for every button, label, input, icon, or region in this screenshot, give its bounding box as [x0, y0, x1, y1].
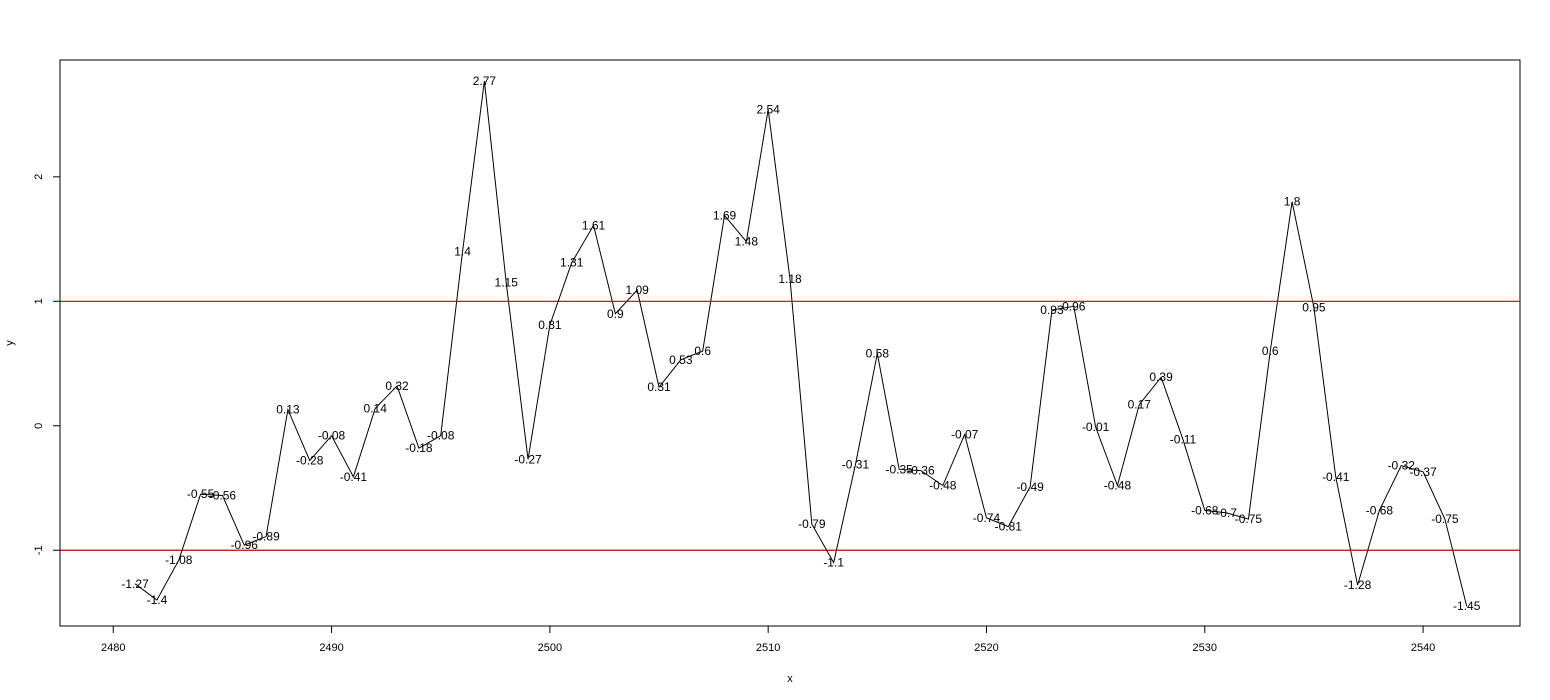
data-label: -0.48 [929, 479, 957, 493]
data-label: 0.13 [276, 403, 300, 417]
data-label: -0.07 [951, 427, 979, 441]
y-tick-label: 1 [33, 298, 45, 304]
data-label: -1.28 [1344, 578, 1372, 592]
data-label: 2.54 [756, 103, 780, 117]
data-label: -0.89 [252, 530, 280, 544]
data-label: 1.69 [713, 208, 737, 222]
data-label: -0.01 [1082, 420, 1110, 434]
data-label: 1.8 [1284, 195, 1301, 209]
data-label: 0.31 [647, 380, 671, 394]
data-label: -0.28 [296, 454, 324, 468]
data-label: 0.6 [1262, 344, 1279, 358]
data-label: -1.1 [823, 556, 844, 570]
data-label: 1.15 [495, 276, 519, 290]
data-label: -0.56 [209, 488, 237, 502]
data-label: -0.68 [1366, 503, 1394, 517]
x-tick-label: 2530 [1193, 642, 1217, 654]
data-label: -0.68 [1191, 503, 1219, 517]
data-label: -0.41 [1322, 470, 1350, 484]
data-label: -1.4 [147, 593, 168, 607]
data-label: 0.17 [1128, 398, 1152, 412]
data-label: 0.39 [1149, 370, 1173, 384]
data-label: 1.18 [778, 272, 802, 286]
data-label: -0.49 [1016, 480, 1044, 494]
data-label: -0.81 [995, 520, 1023, 534]
data-label: 1.09 [626, 283, 650, 297]
data-label: 0.96 [1062, 299, 1086, 313]
data-label: 0.93 [1040, 303, 1064, 317]
data-label: -0.7 [1216, 506, 1237, 520]
series-line-group [134, 80, 1468, 607]
data-label: 0.14 [364, 401, 388, 415]
x-tick-label: 2490 [319, 642, 343, 654]
data-label: -0.41 [340, 470, 368, 484]
data-label: -0.35 [885, 462, 913, 476]
y-tick-label: -1 [33, 545, 45, 555]
data-label: -0.32 [1388, 459, 1416, 473]
data-label: -0.18 [405, 441, 433, 455]
data-label: -0.08 [318, 429, 346, 443]
x-tick-label: 2540 [1411, 642, 1435, 654]
y-tick-label: 0 [33, 423, 45, 429]
data-label: -0.36 [907, 464, 935, 478]
data-label: -0.75 [1235, 512, 1263, 526]
data-label: -0.31 [842, 457, 870, 471]
data-label: 1.4 [454, 245, 471, 259]
data-label: 1.48 [735, 235, 759, 249]
x-tick-label: 2480 [101, 642, 125, 654]
x-tick-label: 2500 [538, 642, 562, 654]
data-label: 0.95 [1302, 301, 1326, 315]
data-label: -1.08 [165, 553, 193, 567]
data-label: -0.37 [1409, 465, 1437, 479]
x-tick-label: 2520 [974, 642, 998, 654]
y-axis: -1 0 1 2 [33, 174, 61, 555]
data-label: -0.75 [1431, 512, 1459, 526]
data-label: -0.79 [798, 517, 826, 531]
data-label: -1.45 [1453, 599, 1481, 613]
data-label: 0.6 [694, 344, 711, 358]
data-label: -0.55 [187, 487, 215, 501]
data-label: -0.27 [514, 452, 542, 466]
reference-lines [60, 300, 1520, 551]
data-label: 1.31 [560, 256, 584, 270]
data-label: 0.32 [385, 379, 409, 393]
data-label: -0.11 [1170, 432, 1197, 446]
y-tick-label: 2 [33, 174, 45, 180]
series-line [134, 80, 1468, 607]
y-axis-title: y [4, 340, 16, 346]
data-label: -0.08 [427, 429, 455, 443]
data-label: 0.58 [866, 347, 890, 361]
data-label: -0.48 [1104, 479, 1132, 493]
data-label: -0.74 [973, 511, 1001, 525]
data-label: 0.53 [669, 353, 693, 367]
x-axis-title: x [787, 673, 793, 685]
data-label: 0.81 [538, 318, 562, 332]
data-label: -1.27 [121, 577, 149, 591]
data-labels: -1.27 -1.4 -1.08 -0.55-0.56 -0.96-0.89 0.13 -0… [121, 74, 1480, 613]
x-tick-label: 2510 [756, 642, 780, 654]
data-label: 1.61 [582, 218, 606, 232]
data-label: -0.96 [231, 538, 259, 552]
x-axis: 2480 2490 2500 2510 2520 2530 2540 [101, 625, 1435, 654]
data-label: 0.9 [607, 307, 624, 321]
data-label: 2.77 [473, 74, 497, 88]
